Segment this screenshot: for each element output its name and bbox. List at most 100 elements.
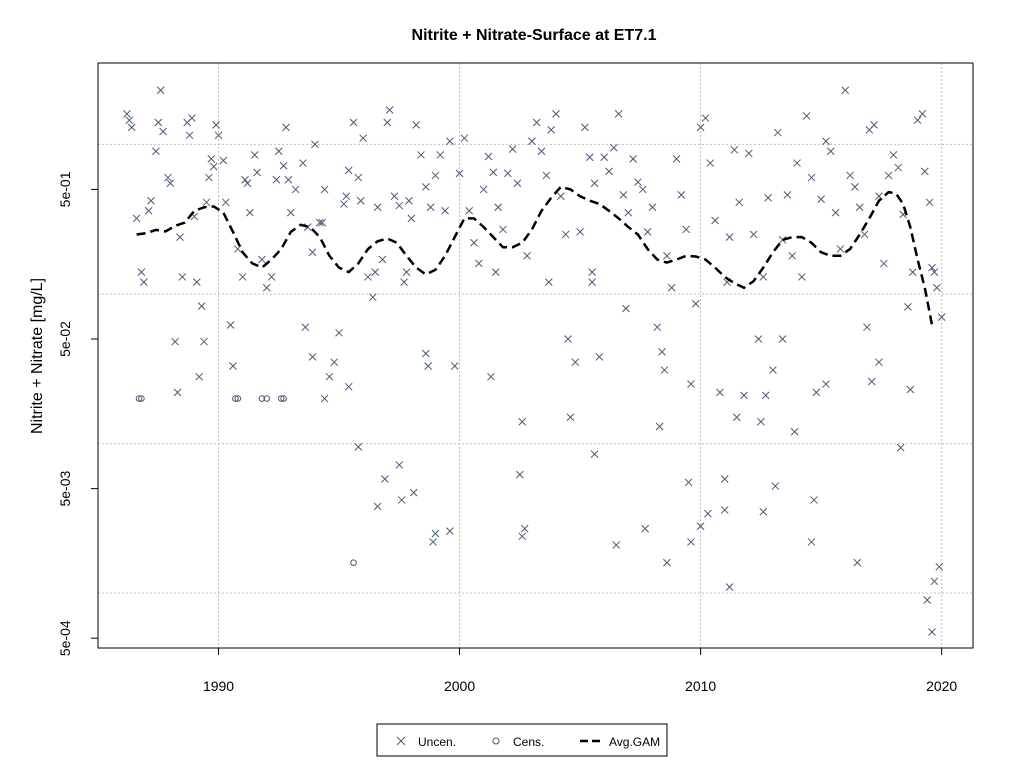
uncensored-point (571, 358, 580, 367)
uncensored-point (810, 496, 818, 504)
uncensored-point (125, 116, 134, 125)
uncensored-point (542, 171, 551, 180)
uncensored-point (735, 198, 744, 207)
uncensored-point (759, 507, 768, 516)
uncensored-point (359, 134, 368, 143)
uncensored-point (364, 273, 372, 281)
x-tick-label: 2010 (685, 678, 716, 694)
y-tick-label: 5e-03 (57, 470, 73, 506)
uncensored-point (773, 128, 782, 137)
uncensored-point (429, 538, 437, 546)
uncensored-point (807, 173, 816, 182)
uncensored-point (935, 562, 944, 571)
uncensored-point (243, 179, 252, 188)
uncensored-point (250, 151, 259, 159)
uncensored-point (588, 268, 596, 276)
uncensored-point (744, 149, 753, 158)
uncensored-point (716, 388, 724, 397)
plot-frame (97, 62, 974, 649)
uncensored-point (421, 183, 430, 191)
uncensored-point (202, 198, 211, 207)
uncensored-point (272, 175, 281, 184)
uncensored-point (315, 218, 324, 227)
uncensored-point (822, 137, 830, 146)
censored-point (280, 395, 287, 402)
uncensored-point (778, 236, 787, 244)
uncensored-point (465, 206, 474, 215)
uncensored-point (798, 273, 806, 281)
uncensored-point (928, 263, 936, 272)
uncensored-point (455, 169, 464, 178)
uncensored-point (590, 179, 599, 188)
uncensored-point (132, 214, 141, 223)
uncensored-point (176, 233, 184, 241)
uncensored-point (371, 268, 380, 276)
uncensored-point (725, 233, 734, 241)
uncensored-point (395, 461, 404, 469)
uncensored-point (918, 110, 927, 118)
uncensored-point (349, 118, 358, 127)
uncensored-point (790, 427, 799, 436)
uncensored-point (720, 475, 729, 483)
uncensored-point (489, 168, 498, 177)
uncensored-point (638, 185, 647, 194)
uncensored-point (851, 183, 859, 191)
uncensored-point (769, 366, 777, 374)
uncensored-point (400, 278, 408, 286)
uncensored-point (629, 155, 637, 163)
uncensored-point (725, 583, 734, 591)
uncensored-point (663, 558, 671, 567)
uncensored-point (622, 304, 630, 313)
uncensored-point (436, 151, 445, 159)
uncensored-point (904, 303, 912, 311)
uncensored-point (383, 118, 392, 127)
uncensored-point (487, 372, 495, 381)
uncensored-point (417, 151, 425, 159)
uncensored-point (195, 372, 204, 381)
uncensored-point (407, 214, 416, 223)
censored-point (138, 395, 145, 402)
uncensored-point (385, 106, 394, 114)
uncensored-point (405, 196, 413, 205)
uncensored-point (499, 225, 507, 234)
censored-point (234, 395, 242, 402)
uncensored-point (282, 123, 290, 132)
uncensored-point (325, 372, 334, 381)
uncensored-point (894, 163, 903, 172)
uncensored-point (513, 179, 522, 188)
uncensored-point (658, 348, 666, 356)
uncensored-point (930, 268, 939, 276)
uncensored-point (311, 140, 319, 149)
uncensored-point (928, 628, 936, 636)
legend-marker-x (396, 736, 406, 746)
uncensored-point (221, 198, 230, 207)
uncensored-point (308, 248, 317, 257)
uncensored-point (219, 156, 228, 165)
uncensored-point (508, 145, 517, 153)
uncensored-point (588, 278, 596, 286)
uncensored-point (412, 121, 421, 129)
uncensored-point (214, 131, 223, 140)
uncensored-point (932, 283, 941, 292)
uncensored-point (431, 171, 440, 180)
uncensored-point (855, 203, 864, 212)
uncensored-point (373, 203, 382, 212)
uncensored-point (740, 391, 748, 400)
uncensored-point (749, 230, 758, 239)
uncensored-point (212, 121, 220, 129)
uncensored-point (402, 268, 411, 276)
uncensored-point (368, 293, 377, 302)
uncensored-point (484, 152, 493, 161)
y-axis-label: Nitrite + Nitrate [mg/L] (29, 278, 46, 434)
uncensored-point (320, 185, 329, 194)
y-tick-label: 5e-02 (57, 321, 73, 357)
uncensored-point (703, 509, 712, 518)
uncensored-point (470, 238, 478, 247)
uncensored-point (648, 203, 657, 212)
legend-label-gam: Avg.GAM (609, 735, 660, 749)
uncensored-point (518, 417, 527, 426)
uncensored-point (754, 335, 763, 343)
uncensored-point (817, 195, 825, 204)
uncensored-point (147, 196, 155, 205)
